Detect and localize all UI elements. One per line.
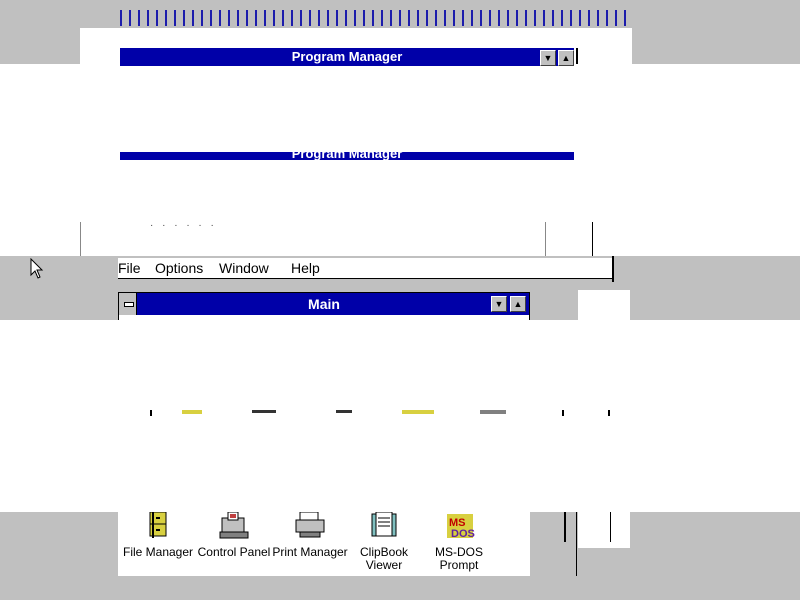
- icon-label: Control Panel: [197, 545, 271, 559]
- mouse-pointer-icon: [30, 258, 44, 279]
- window-frame-right: [576, 512, 577, 576]
- main-title-bar[interactable]: Main: [119, 293, 529, 315]
- pm-client-patch-right-bottom: [578, 512, 630, 548]
- program-manager-title-bar[interactable]: Program Manager: [120, 48, 574, 66]
- icon-ghost-row: [150, 410, 610, 416]
- svg-text:DOS: DOS: [451, 528, 475, 540]
- ms-dos-icon: MS DOS: [447, 514, 475, 540]
- menu-help-label: Help: [291, 260, 320, 276]
- window-title-ghost: Program Manager: [291, 152, 403, 160]
- icon-label: ClipBook Viewer: [359, 545, 409, 572]
- icon-label: MS-DOS Prompt: [435, 545, 483, 572]
- glitch-stroke: [152, 512, 154, 538]
- icon-label: Print Manager: [272, 545, 348, 559]
- menu-file[interactable]: File: [118, 259, 141, 277]
- window-title: Program Manager: [291, 49, 403, 64]
- main-maximize-button[interactable]: ▲: [510, 296, 526, 312]
- control-panel-icon: [219, 512, 249, 539]
- window-frame-right: [610, 512, 611, 542]
- dotted-artifact: · · · · · ·: [150, 220, 217, 231]
- window-frame-right: [612, 256, 614, 282]
- icon-label: File Manager: [122, 545, 194, 559]
- main-title: Main: [308, 296, 340, 312]
- program-manager-title-ghost: Program Manager: [120, 152, 574, 160]
- glitch-band-white-overlay: [0, 320, 800, 512]
- menu-window[interactable]: Window: [219, 259, 269, 277]
- minimize-button[interactable]: ▼: [540, 50, 556, 66]
- file-cabinet-icon: [149, 512, 167, 537]
- menu-options-label: Options: [155, 260, 204, 276]
- printer-icon: [295, 512, 325, 538]
- clipbook-icon: [371, 512, 397, 537]
- window-frame-edge-ghost: [592, 222, 593, 256]
- svg-text:MS: MS: [449, 517, 466, 529]
- maximize-button[interactable]: ▲: [558, 50, 574, 66]
- glitch-tick-row: [120, 10, 630, 26]
- window-frame-edge: [576, 48, 578, 64]
- menu-bar: File Options Window Help: [118, 258, 612, 279]
- menu-options[interactable]: Options: [155, 259, 203, 277]
- main-minimize-button[interactable]: ▼: [491, 296, 507, 312]
- window-frame-edge-ghost: [80, 222, 81, 256]
- menu-window-label: Window: [219, 260, 269, 276]
- glitch-band-white-1: [0, 64, 800, 256]
- window-frame-edge-ghost: [545, 222, 546, 256]
- menu-file-label: File: [118, 260, 141, 276]
- menu-help[interactable]: Help: [291, 259, 320, 277]
- system-menu-button[interactable]: [119, 293, 137, 315]
- glitch-stroke: [564, 512, 566, 542]
- pm-client-patch-right: [578, 290, 630, 320]
